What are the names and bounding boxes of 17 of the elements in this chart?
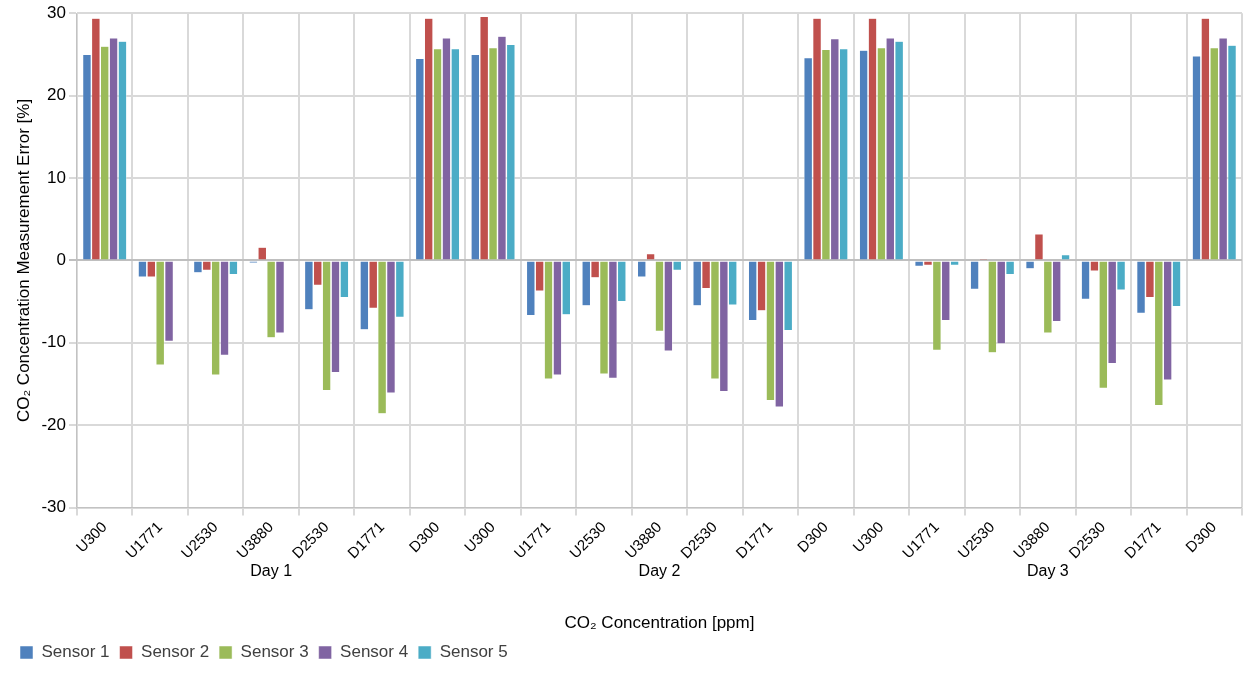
- text: Day 3: [1026, 562, 1069, 580]
- text: Day 2: [638, 562, 681, 580]
- y-axis-title: CO₂ Concentration Measurement Error [%]: [13, 98, 33, 422]
- y-tick-label: -30: [41, 497, 66, 517]
- legend-label: Sensor 3: [240, 642, 309, 662]
- legend-label: Sensor 5: [439, 642, 508, 662]
- legend-label: Sensor 4: [340, 642, 409, 662]
- y-tick-label: 0: [56, 250, 66, 270]
- x-axis-title: CO₂ Concentration [ppm]: [564, 613, 755, 633]
- text: Day 1: [250, 562, 293, 580]
- legend-label: Sensor 2: [141, 642, 210, 662]
- legend-label: Sensor 1: [41, 642, 110, 662]
- y-tick-label: 10: [47, 167, 66, 187]
- y-tick-label: -10: [41, 332, 66, 352]
- y-tick-label: 20: [47, 85, 66, 105]
- y-tick-label: 30: [47, 2, 66, 22]
- y-tick-label: -20: [41, 414, 66, 434]
